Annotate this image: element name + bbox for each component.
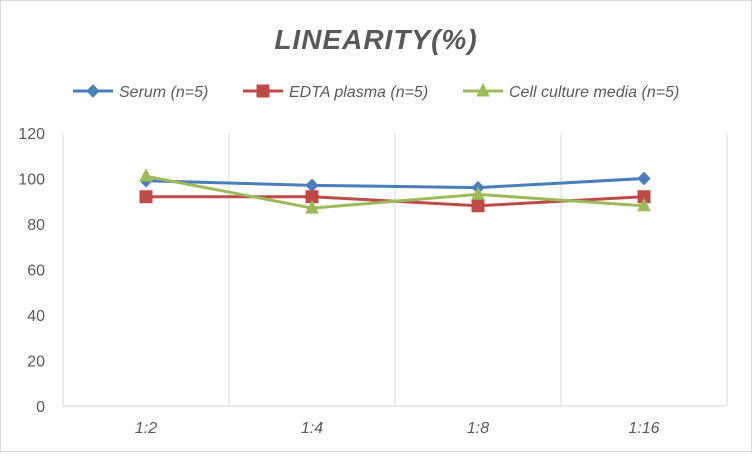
y-tick-label: 80 [27, 217, 45, 234]
data-point [305, 199, 319, 214]
grid [62, 133, 728, 407]
data-point [139, 190, 153, 204]
legend-label: Serum (n=5) [119, 84, 208, 101]
y-axis-ticks: 0 20 40 60 80 100 120 [18, 126, 45, 416]
data-point [471, 199, 485, 213]
legend-marker [476, 82, 490, 97]
legend-item: EDTA plasma (n=5) [243, 84, 428, 101]
data-point [305, 178, 319, 193]
y-tick-label: 0 [36, 399, 45, 416]
x-axis-ticks: 1:2 1:4 1:8 1:16 [135, 420, 660, 437]
legend-item: Serum (n=5) [73, 84, 208, 101]
series-line [145, 174, 645, 210]
y-tick-label: 100 [18, 172, 45, 189]
data-point [637, 171, 651, 186]
y-tick-label: 20 [27, 354, 45, 371]
x-tick-label: 1:16 [628, 420, 659, 437]
legend-marker [86, 84, 100, 98]
y-tick-label: 40 [27, 308, 45, 325]
y-tick-label: 120 [18, 126, 45, 143]
legend-item: Cell culture media (n=5) [463, 82, 679, 101]
legend: Serum (n=5) EDTA plasma (n=5) Cell culture… [73, 82, 679, 101]
data-point [471, 186, 485, 200]
legend-marker [256, 84, 270, 98]
data-point [637, 197, 651, 212]
data-point [139, 168, 153, 182]
x-tick-label: 1:4 [301, 420, 323, 437]
y-tick-label: 60 [27, 263, 45, 280]
x-tick-label: 1:2 [135, 420, 157, 437]
series-3 [139, 168, 651, 214]
legend-label: Cell culture media (n=5) [509, 84, 679, 101]
legend-label: EDTA plasma (n=5) [289, 84, 428, 101]
x-tick-label: 1:8 [467, 420, 489, 437]
series-layer [139, 168, 651, 214]
series-line [145, 177, 645, 190]
chart-title: LINEARITY(%) [274, 24, 477, 55]
